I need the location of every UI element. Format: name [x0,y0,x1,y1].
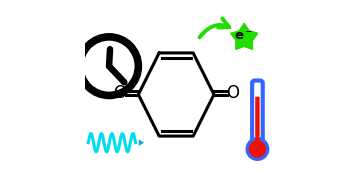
FancyBboxPatch shape [255,97,260,145]
Text: O: O [226,84,240,102]
Text: e$^-$: e$^-$ [234,30,254,43]
Polygon shape [139,139,144,146]
Polygon shape [231,24,258,49]
Circle shape [248,139,267,159]
Text: O: O [113,84,126,102]
Circle shape [249,140,266,158]
FancyBboxPatch shape [252,81,263,146]
